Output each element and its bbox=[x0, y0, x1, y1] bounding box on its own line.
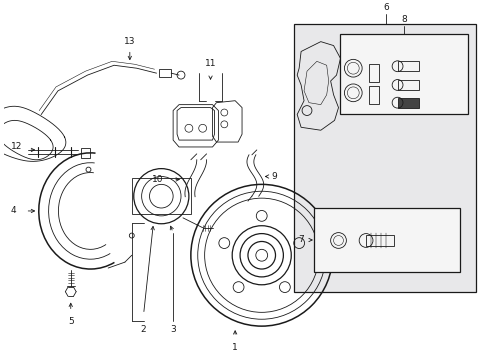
Text: 13: 13 bbox=[124, 37, 135, 46]
Text: 1: 1 bbox=[232, 343, 238, 352]
Text: 11: 11 bbox=[204, 59, 216, 68]
Text: 6: 6 bbox=[382, 3, 388, 12]
Bar bbox=[313, 208, 459, 272]
Text: 4: 4 bbox=[11, 206, 16, 215]
Text: 9: 9 bbox=[271, 172, 277, 181]
Bar bbox=[397, 80, 418, 90]
Bar bbox=[81, 148, 90, 158]
Bar bbox=[368, 64, 378, 82]
Bar bbox=[159, 69, 171, 77]
Bar bbox=[340, 34, 468, 114]
Bar bbox=[132, 179, 190, 214]
Text: 7: 7 bbox=[298, 235, 304, 244]
Bar bbox=[366, 235, 393, 246]
Bar bbox=[368, 86, 378, 104]
Text: 12: 12 bbox=[11, 143, 22, 152]
Text: 8: 8 bbox=[401, 15, 407, 24]
Bar bbox=[397, 61, 418, 71]
Text: 2: 2 bbox=[141, 325, 146, 334]
Text: 5: 5 bbox=[68, 317, 74, 326]
Bar bbox=[294, 24, 475, 292]
Bar bbox=[397, 98, 418, 108]
Text: 3: 3 bbox=[170, 325, 176, 334]
Text: 10: 10 bbox=[151, 175, 163, 184]
